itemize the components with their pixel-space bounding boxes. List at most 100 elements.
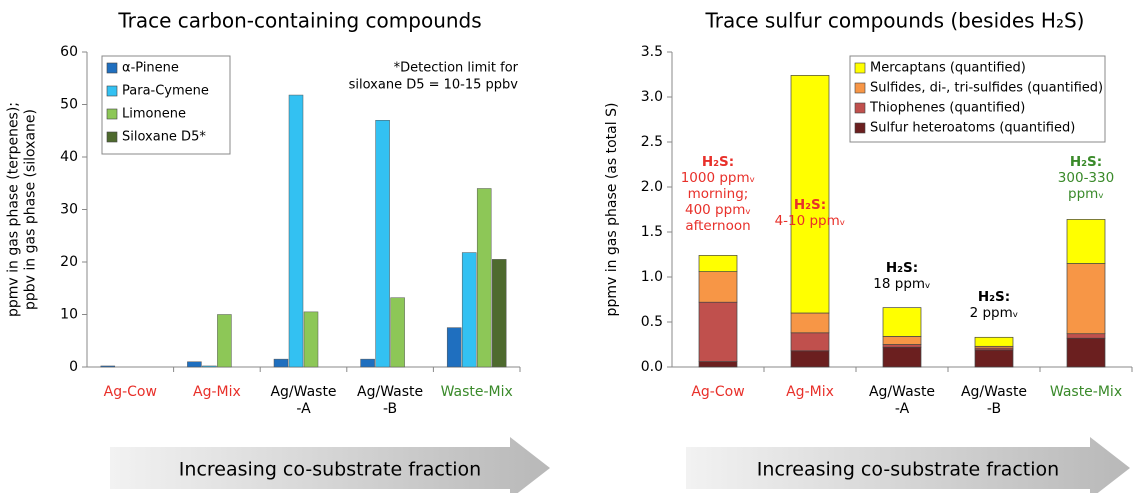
x-tick-label: Ag/Waste [270, 384, 336, 400]
legend-swatch [106, 85, 118, 97]
bar-segment [882, 344, 922, 348]
h2s-annotation: 400 ppmᵥ [685, 202, 751, 218]
legend-label: Siloxane D5* [122, 130, 206, 145]
y-axis-label: ppmv in gas phase (terpenes); [6, 102, 22, 317]
x-tick-label: Ag/Waste [961, 384, 1027, 400]
bar [202, 365, 217, 368]
legend-box [849, 55, 1106, 143]
h2s-annotation: H₂S: [702, 154, 734, 170]
x-tick-label: Ag-Cow [691, 384, 744, 400]
legend-swatch [854, 62, 866, 74]
bar-segment [698, 255, 738, 272]
y-tick-label: 1.5 [641, 224, 663, 240]
h2s-annotation: 18 ppmᵥ [873, 276, 930, 292]
x-tick-label: Ag-Mix [786, 384, 834, 400]
bar-segment [1066, 337, 1106, 368]
h2s-annotation: H₂S: [1070, 154, 1102, 170]
h2s-annotation: H₂S: [886, 260, 918, 276]
annotation: *Detection limit for [394, 61, 519, 76]
bar [476, 188, 492, 368]
h2s-annotation: ppmᵥ [1068, 186, 1104, 202]
x-tick-label: Waste-Mix [1050, 384, 1122, 400]
x-tick-label: Ag/Waste [869, 384, 935, 400]
y-tick-label: 3.5 [641, 44, 663, 60]
bar-segment [790, 350, 830, 368]
h2s-annotation: H₂S: [978, 289, 1010, 305]
legend-swatch [106, 108, 118, 120]
y-tick-label: 1.0 [641, 269, 663, 285]
chart-title: Trace sulfur compounds (besides H₂S) [705, 9, 1085, 33]
legend-swatch [854, 82, 866, 94]
bar [100, 365, 116, 368]
y-tick-label: 60 [60, 44, 78, 60]
y-tick-label: 30 [60, 202, 78, 218]
x-tick-label: -B [987, 401, 1001, 417]
y-tick-label: 2.5 [641, 134, 663, 150]
annotation: siloxane D5 = 10-15 ppbv [349, 78, 519, 93]
y-axis-label: ppbv in gas phase (siloxane) [23, 109, 39, 310]
y-tick-label: 2.0 [641, 179, 663, 195]
bar-segment [698, 361, 738, 368]
h2s-annotation: afternoon [685, 218, 750, 234]
h2s-annotation: 4-10 ppmᵥ [775, 213, 846, 229]
x-tick-label: Waste-Mix [441, 384, 513, 400]
bar [187, 361, 202, 368]
bar-segment [974, 349, 1014, 368]
legend-label: Para-Cymene [122, 84, 209, 99]
y-tick-label: 40 [60, 149, 78, 165]
bar-segment [1066, 333, 1106, 339]
arrow-label: Increasing co-substrate fraction [757, 459, 1059, 481]
bar [390, 297, 405, 368]
bar [360, 358, 375, 368]
legend-label: α-Pinene [122, 61, 179, 76]
x-tick-label: Ag-Cow [104, 384, 157, 400]
y-tick-label: 3.0 [641, 89, 663, 105]
y-tick-label: 0.0 [641, 359, 663, 375]
bar [288, 94, 304, 368]
h2s-annotation: 1000 ppmᵥ [681, 170, 756, 186]
arrow-label: Increasing co-substrate fraction [179, 459, 481, 481]
h2s-annotation: 2 ppmᵥ [970, 305, 1019, 321]
y-tick-label: 0.5 [641, 314, 663, 330]
x-tick-label: Ag/Waste [357, 384, 423, 400]
y-tick-label: 10 [60, 307, 78, 323]
legend-label: Mercaptans (quantified) [870, 61, 1026, 76]
bar-segment [974, 336, 1014, 347]
bar-segment [790, 332, 830, 352]
y-tick-label: 20 [60, 254, 78, 270]
bar-segment [790, 312, 830, 334]
legend-label: Sulfides, di-, tri-sulfides (quantified) [870, 81, 1103, 96]
bar-segment [1066, 263, 1106, 335]
bar-segment [698, 301, 738, 362]
bar-segment [1066, 219, 1106, 264]
legend-swatch [106, 62, 118, 74]
arrow [110, 437, 550, 497]
bar [217, 314, 232, 368]
x-tick-label: -A [895, 401, 910, 417]
h2s-annotation: 300-330 [1058, 170, 1114, 186]
legend-swatch [854, 122, 866, 134]
bar [273, 358, 289, 368]
y-axis-label: ppmv in gas phase (as total S) [604, 103, 620, 317]
bar-segment [882, 336, 922, 345]
x-tick-label: -A [296, 401, 311, 417]
bar [491, 259, 507, 368]
chart-title: Trace carbon-containing compounds [117, 9, 481, 33]
bar [461, 252, 477, 368]
y-tick-label: 50 [60, 97, 78, 113]
x-tick-label: -B [383, 401, 397, 417]
legend-label: Limonene [122, 107, 186, 122]
h2s-annotation: morning; [688, 186, 749, 202]
legend-swatch [854, 102, 866, 114]
h2s-annotation: H₂S: [794, 197, 826, 213]
legend-swatch [106, 131, 118, 143]
x-tick-label: Ag-Mix [193, 384, 241, 400]
bar-segment [790, 75, 830, 314]
bar [446, 327, 462, 368]
bar [375, 120, 390, 368]
bar-segment [882, 346, 922, 368]
legend-label: Thiophenes (quantified) [869, 101, 1025, 116]
y-tick-label: 0 [69, 359, 78, 375]
